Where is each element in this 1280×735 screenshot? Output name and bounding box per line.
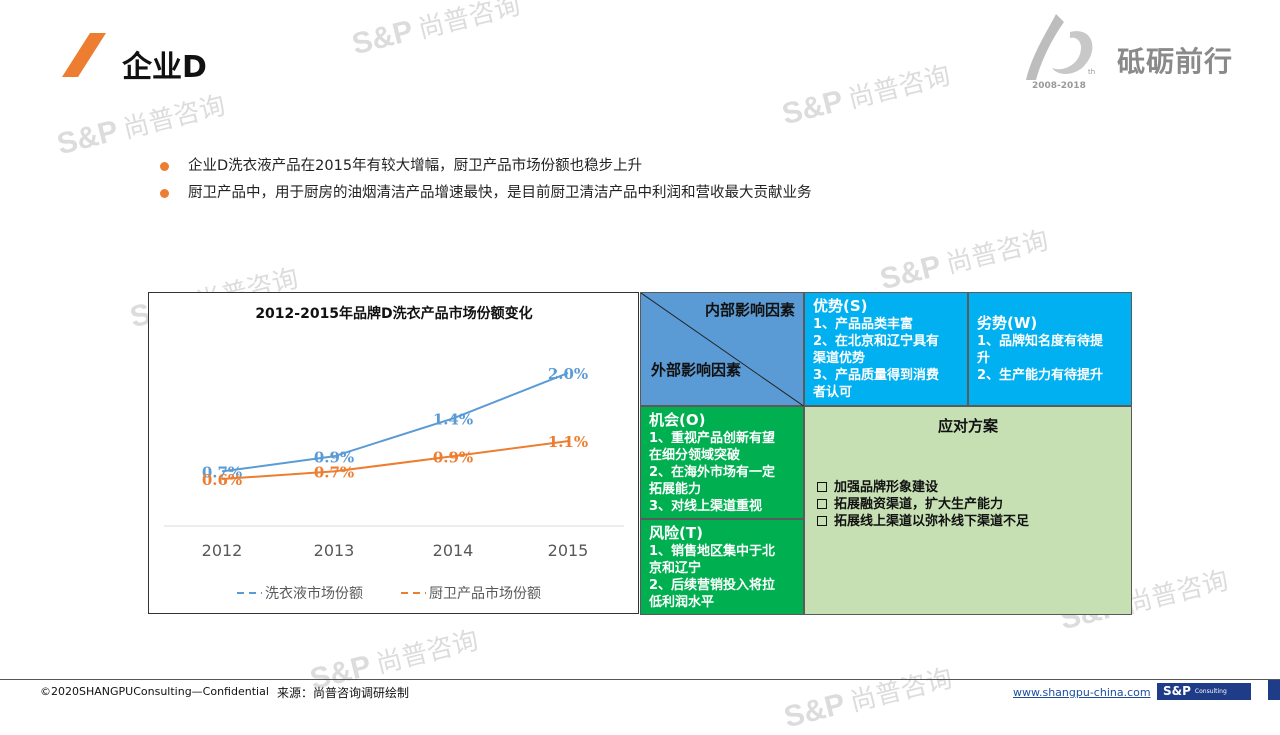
logo-years: 2008-2018 (1032, 81, 1086, 91)
market-share-chart: 2012-2015年品牌D洗衣产品市场份额变化 2012 2013 2014 2015… (148, 292, 639, 614)
plan-title: 应对方案 (937, 417, 998, 435)
weaknesses-title: 劣势(W) (977, 314, 1038, 332)
plan-item: 拓展线上渠道以弥补线下渠道不足 (817, 513, 1029, 530)
series-line-2 (221, 440, 569, 480)
plan-cell: 应对方案 加强品牌形象建设 拓展融资渠道，扩大生产能力 拓展线上渠道以弥补线下渠… (804, 406, 1132, 615)
bullet-dot-icon (160, 162, 169, 171)
strengths-item: 2、在北京和辽宁具有 (813, 334, 940, 349)
logo-text: 砥砺前行 (1117, 45, 1234, 78)
opportunities-item: 在细分领域突破 (649, 448, 741, 463)
footer-divider (0, 679, 1280, 680)
data-label: 1.4% (433, 410, 473, 428)
strengths-item: 1、产品品类丰富 (813, 317, 914, 332)
opportunities-item: 3、对线上渠道重视 (649, 499, 763, 514)
threats-title: 风险(T) (649, 524, 703, 542)
x-tick-label: 2014 (433, 541, 474, 560)
x-tick-label: 2015 (548, 541, 589, 560)
strengths-item: 渠道优势 (813, 351, 866, 366)
corner-divider (641, 293, 805, 407)
checkbox-icon (817, 499, 827, 509)
opportunities-title: 机会(O) (649, 411, 706, 429)
weaknesses-item: 升 (977, 351, 991, 366)
watermark: S&P尚普咨询 (53, 89, 229, 162)
threats-item: 京和辽宁 (649, 561, 702, 576)
threats-item: 低利润水平 (649, 595, 715, 610)
internal-factors-label: 内部影响因素 (704, 301, 795, 319)
strengths-item: 者认可 (813, 385, 853, 400)
plan-item-text: 拓展融资渠道，扩大生产能力 (834, 497, 1004, 512)
data-label: 0.9% (433, 448, 473, 466)
data-label: 0.7% (314, 463, 354, 481)
data-label: 0.9% (314, 448, 354, 466)
data-label: 0.7% (202, 463, 242, 481)
series-line-1 (221, 372, 569, 473)
x-tick-label: 2013 (314, 541, 355, 560)
plan-item-text: 加强品牌形象建设 (834, 480, 939, 495)
logo-sup: th (1088, 68, 1095, 76)
title-slash-icon (62, 33, 106, 77)
weaknesses-item: 1、品牌知名度有待提 (977, 334, 1104, 349)
checkbox-icon (817, 482, 827, 492)
watermark: S&P尚普咨询 (778, 59, 954, 132)
chart-title: 2012-2015年品牌D洗衣产品市场份额变化 (255, 305, 532, 322)
threats-cell: 风险(T) 1、销售地区集中于北 京和辽宁 2、后续营销投入将拉 低利润水平 (640, 519, 804, 615)
opportunities-item: 拓展能力 (649, 482, 702, 497)
opportunities-item: 1、重视产品创新有望 (649, 431, 776, 446)
bullet-item: 厨卫产品中，用于厨房的油烟清洁产品增速最快，是目前厨卫清洁产品中利润和营收最大贡… (160, 183, 812, 210)
footer-corner-tab (1268, 680, 1280, 700)
plan-item: 拓展融资渠道，扩大生产能力 (817, 496, 1029, 513)
opportunities-cell: 机会(O) 1、重视产品创新有望 在细分领域突破 2、在海外市场有一定 拓展能力… (640, 406, 804, 519)
footer-source: 来源：尚普咨询调研绘制 (277, 686, 410, 700)
strengths-cell: 优势(S) 1、产品品类丰富 2、在北京和辽宁具有 渠道优势 3、产品质量得到消… (804, 292, 968, 406)
weaknesses-cell: 劣势(W) 1、品牌知名度有待提 升 2、生产能力有待提升 (968, 292, 1132, 406)
legend-label: 厨卫产品市场份额 (429, 585, 541, 602)
bullet-dot-icon (160, 189, 169, 198)
threats-item: 2、后续营销投入将拉 (649, 578, 776, 593)
badge-subtext: Consulting (1194, 688, 1227, 695)
chart-svg: 2012-2015年品牌D洗衣产品市场份额变化 2012 2013 2014 2015… (164, 305, 624, 602)
plan-item-text: 拓展线上渠道以弥补线下渠道不足 (834, 514, 1030, 529)
footer-copyright: ©2020SHANGPUConsulting—Confidential (40, 685, 269, 698)
swot-corner: 内部影响因素 外部影响因素 (640, 292, 805, 407)
plan-item: 加强品牌形象建设 (817, 479, 1029, 496)
summary-bullets: 企业D洗衣液产品在2015年有较大增幅，厨卫产品市场份额也稳步上升 厨卫产品中，… (160, 156, 812, 210)
bullet-text: 企业D洗衣液产品在2015年有较大增幅，厨卫产品市场份额也稳步上升 (188, 158, 643, 174)
bullet-item: 企业D洗衣液产品在2015年有较大增幅，厨卫产品市场份额也稳步上升 (160, 156, 812, 183)
opportunities-item: 2、在海外市场有一定 (649, 465, 776, 480)
watermark: S&P尚普咨询 (348, 0, 524, 62)
watermark: S&P尚普咨询 (876, 224, 1052, 297)
external-factors-label: 外部影响因素 (651, 361, 742, 379)
watermark: S&P尚普咨询 (780, 662, 956, 735)
data-label: 0.6% (202, 471, 242, 489)
data-label: 2.0% (548, 365, 588, 383)
page-title: 企业D (122, 50, 207, 85)
data-label: 1.1% (548, 433, 588, 451)
strengths-item: 3、产品质量得到消费 (813, 368, 940, 383)
company-badge-logo: S&P Consulting (1157, 683, 1251, 700)
anniversary-logo-icon: th 2008-2018 (1026, 14, 1095, 91)
checkbox-icon (817, 516, 827, 526)
threats-item: 1、销售地区集中于北 (649, 544, 776, 559)
swot-matrix: 内部影响因素 外部影响因素 优势(S) 1、产品品类丰富 2、在北京和辽宁具有 … (640, 292, 1132, 615)
badge-text: S&P (1163, 684, 1191, 698)
footer-website-link[interactable]: www.shangpu-china.com (1013, 686, 1151, 699)
weaknesses-item: 2、生产能力有待提升 (977, 368, 1104, 383)
bullet-text: 厨卫产品中，用于厨房的油烟清洁产品增速最快，是目前厨卫清洁产品中利润和营收最大贡… (188, 185, 812, 201)
strengths-title: 优势(S) (813, 297, 868, 315)
plan-list: 加强品牌形象建设 拓展融资渠道，扩大生产能力 拓展线上渠道以弥补线下渠道不足 (817, 479, 1029, 530)
x-tick-label: 2012 (202, 541, 243, 560)
legend-label: 洗衣液市场份额 (265, 585, 363, 602)
